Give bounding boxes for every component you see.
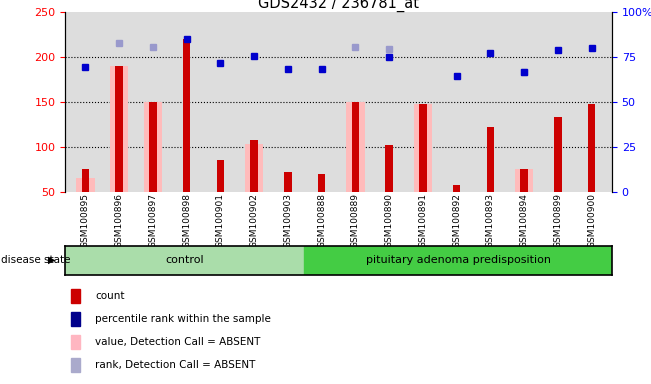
Bar bbox=[419, 104, 426, 192]
Bar bbox=[110, 66, 128, 192]
Bar bbox=[385, 145, 393, 192]
Text: pituitary adenoma predisposition: pituitary adenoma predisposition bbox=[366, 255, 551, 265]
Text: ▶: ▶ bbox=[48, 255, 55, 265]
Bar bbox=[217, 161, 224, 192]
Bar bbox=[115, 66, 123, 192]
Text: value, Detection Call = ABSENT: value, Detection Call = ABSENT bbox=[95, 337, 260, 347]
Bar bbox=[318, 174, 326, 192]
Text: percentile rank within the sample: percentile rank within the sample bbox=[95, 314, 271, 324]
Text: rank, Detection Call = ABSENT: rank, Detection Call = ABSENT bbox=[95, 360, 256, 370]
Bar bbox=[453, 185, 460, 192]
Bar bbox=[70, 312, 81, 326]
Bar bbox=[251, 140, 258, 192]
Bar bbox=[413, 104, 432, 192]
Bar bbox=[144, 102, 162, 192]
Bar bbox=[352, 102, 359, 192]
Bar bbox=[183, 39, 190, 192]
Bar bbox=[81, 169, 89, 192]
Bar bbox=[487, 127, 494, 192]
Bar bbox=[520, 169, 528, 192]
Title: GDS2432 / 236781_at: GDS2432 / 236781_at bbox=[258, 0, 419, 12]
Bar bbox=[515, 169, 533, 192]
Bar bbox=[346, 102, 365, 192]
Text: count: count bbox=[95, 291, 125, 301]
Bar bbox=[70, 289, 81, 303]
Bar bbox=[304, 246, 612, 275]
Bar bbox=[65, 246, 304, 275]
Bar bbox=[284, 172, 292, 192]
Bar bbox=[149, 102, 157, 192]
Bar bbox=[245, 144, 264, 192]
Bar bbox=[70, 335, 81, 349]
Text: control: control bbox=[165, 255, 204, 265]
Bar bbox=[76, 179, 94, 192]
Bar bbox=[554, 117, 562, 192]
Text: disease state: disease state bbox=[1, 255, 70, 265]
Bar bbox=[70, 358, 81, 372]
Bar bbox=[588, 104, 596, 192]
